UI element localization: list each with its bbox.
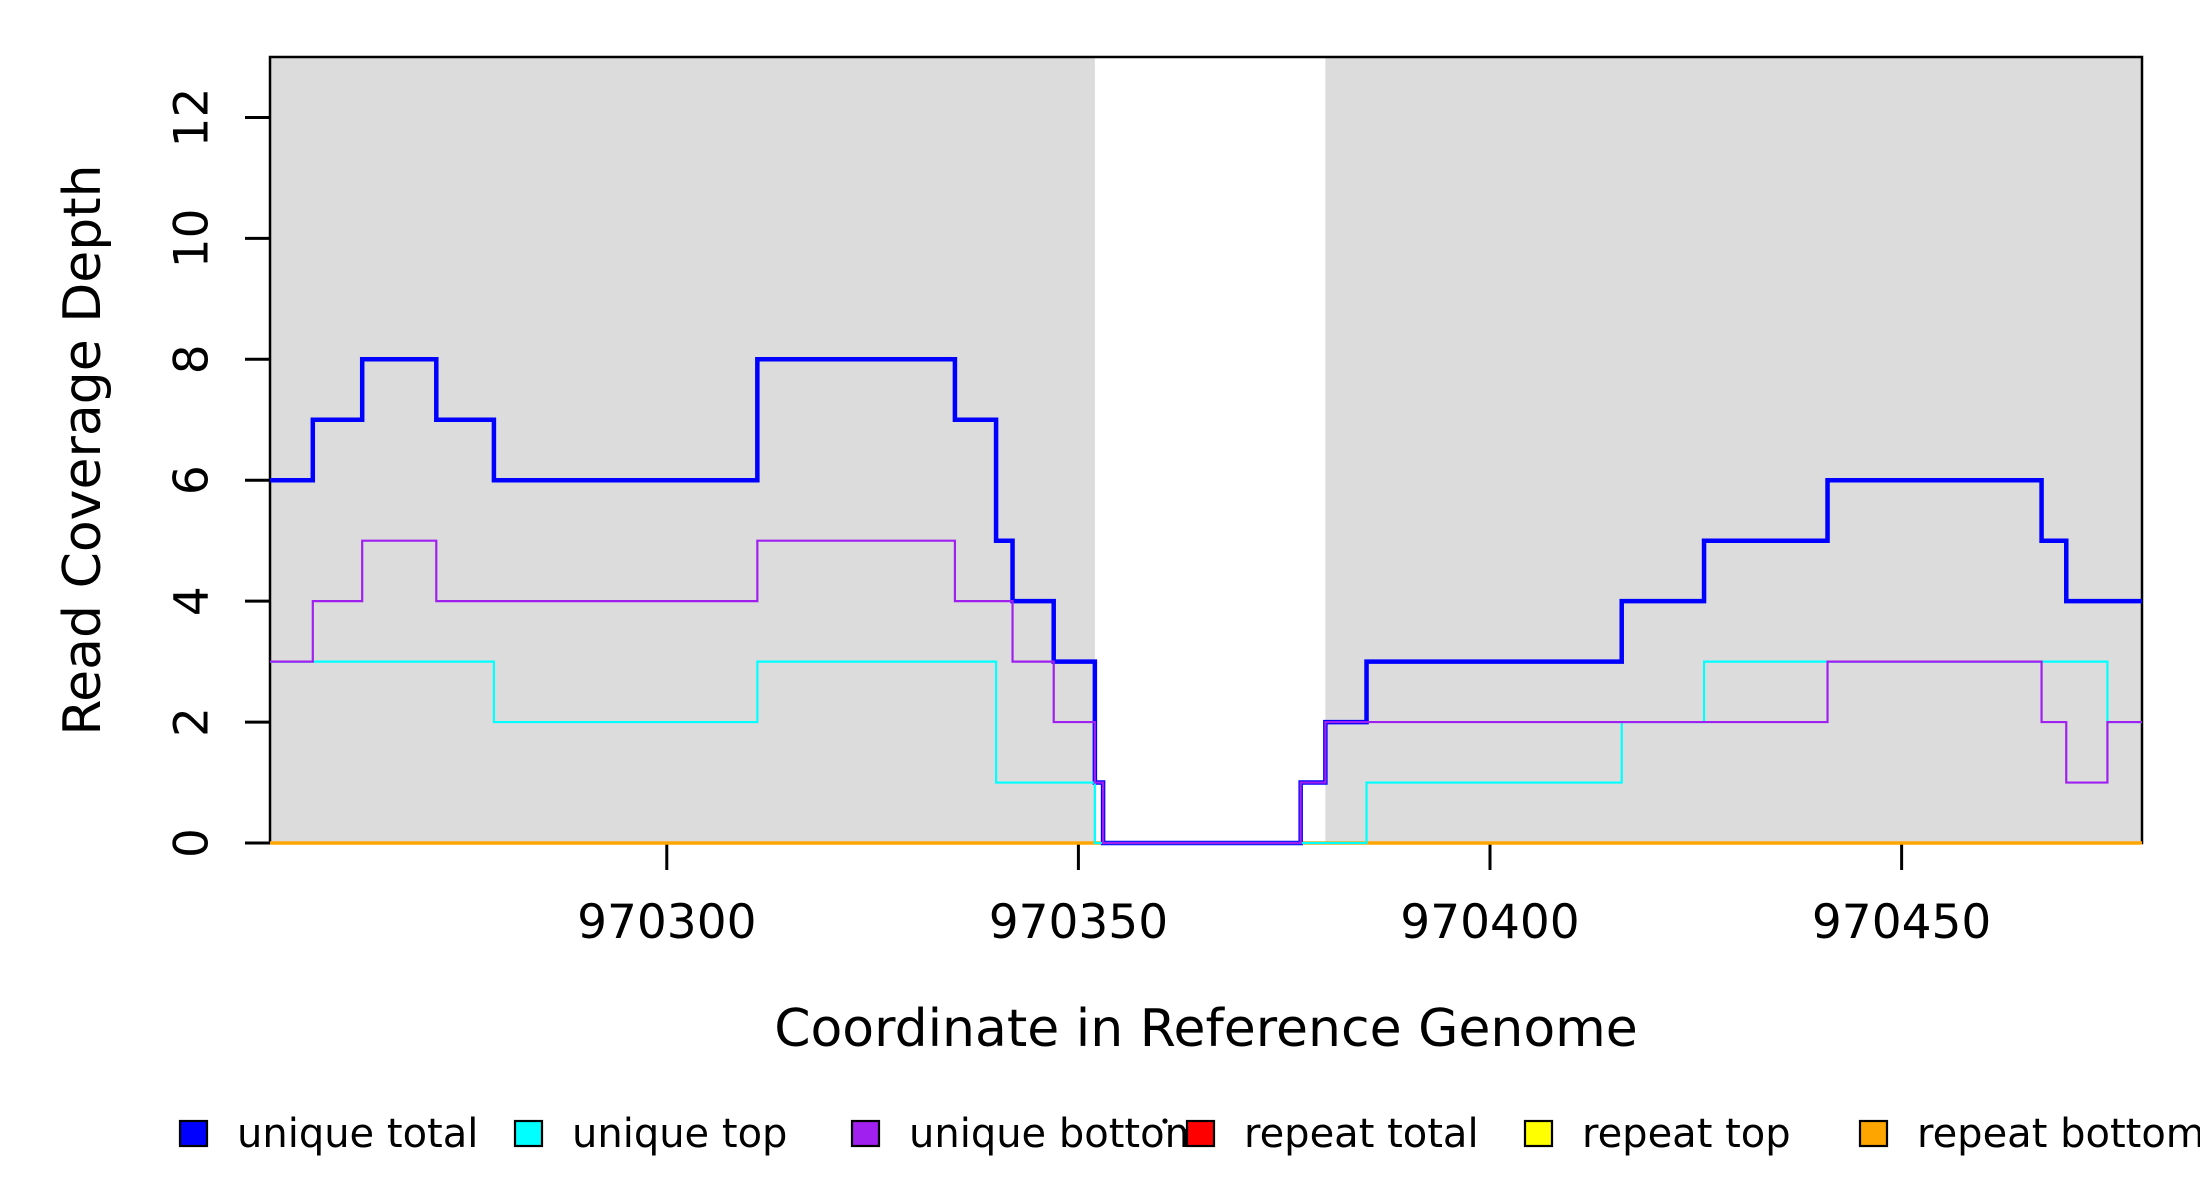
legend-label-unique-bottom: unique bottom — [909, 1111, 1204, 1157]
y-tick-label: 4 — [165, 586, 220, 616]
x-tick-label: 970450 — [1812, 895, 1991, 950]
legend-item-unique-top: unique top — [513, 1111, 787, 1157]
legend: unique total unique top unique bottom re… — [178, 1111, 2200, 1157]
legend-item-repeat-total: repeat total — [1185, 1111, 1479, 1157]
stray-dot-mark — [1162, 1118, 1168, 1124]
legend-swatch-unique-bottom — [850, 1119, 881, 1148]
legend-label-repeat-top: repeat top — [1582, 1111, 1791, 1157]
legend-swatch-repeat-total — [1185, 1119, 1216, 1148]
y-tick-label: 12 — [165, 88, 220, 148]
shaded-panels — [270, 57, 2142, 843]
coverage-series — [270, 357, 2142, 846]
y-tick-label: 2 — [165, 707, 220, 737]
y-tick-label: 10 — [165, 208, 220, 268]
legend-swatch-unique-total — [178, 1119, 209, 1148]
x-tick-label: 970400 — [1400, 895, 1579, 950]
y-tick-label: 8 — [165, 344, 220, 374]
series-unique-bottom — [270, 539, 2142, 845]
legend-label-repeat-total: repeat total — [1244, 1111, 1479, 1157]
legend-swatch-repeat-top — [1523, 1119, 1554, 1148]
x-tick-label: 970300 — [577, 895, 756, 950]
legend-label-repeat-bottom: repeat bottom — [1917, 1111, 2200, 1157]
shaded-region-2 — [1325, 57, 2142, 843]
shaded-region-1 — [270, 57, 1095, 843]
legend-item-repeat-bottom: repeat bottom — [1858, 1111, 2200, 1157]
x-axis-title: Coordinate in Reference Genome — [774, 999, 1638, 1059]
y-axis-title: Read Coverage Depth — [53, 164, 113, 735]
legend-label-unique-total: unique total — [237, 1111, 478, 1157]
legend-swatch-repeat-bottom — [1858, 1119, 1889, 1148]
legend-item-unique-total: unique total — [178, 1111, 478, 1157]
legend-item-repeat-top: repeat top — [1523, 1111, 1791, 1157]
legend-item-unique-bottom: unique bottom — [850, 1111, 1204, 1157]
y-tick-label: 0 — [165, 828, 220, 858]
legend-swatch-unique-top — [513, 1119, 544, 1148]
y-tick-label: 6 — [165, 465, 220, 495]
legend-label-unique-top: unique top — [572, 1111, 787, 1157]
axis-ticks-and-labels: 970300 970350 970400 970450 0 2 4 6 8 10 12 — [165, 88, 1992, 950]
x-tick-label: 970350 — [989, 895, 1168, 950]
